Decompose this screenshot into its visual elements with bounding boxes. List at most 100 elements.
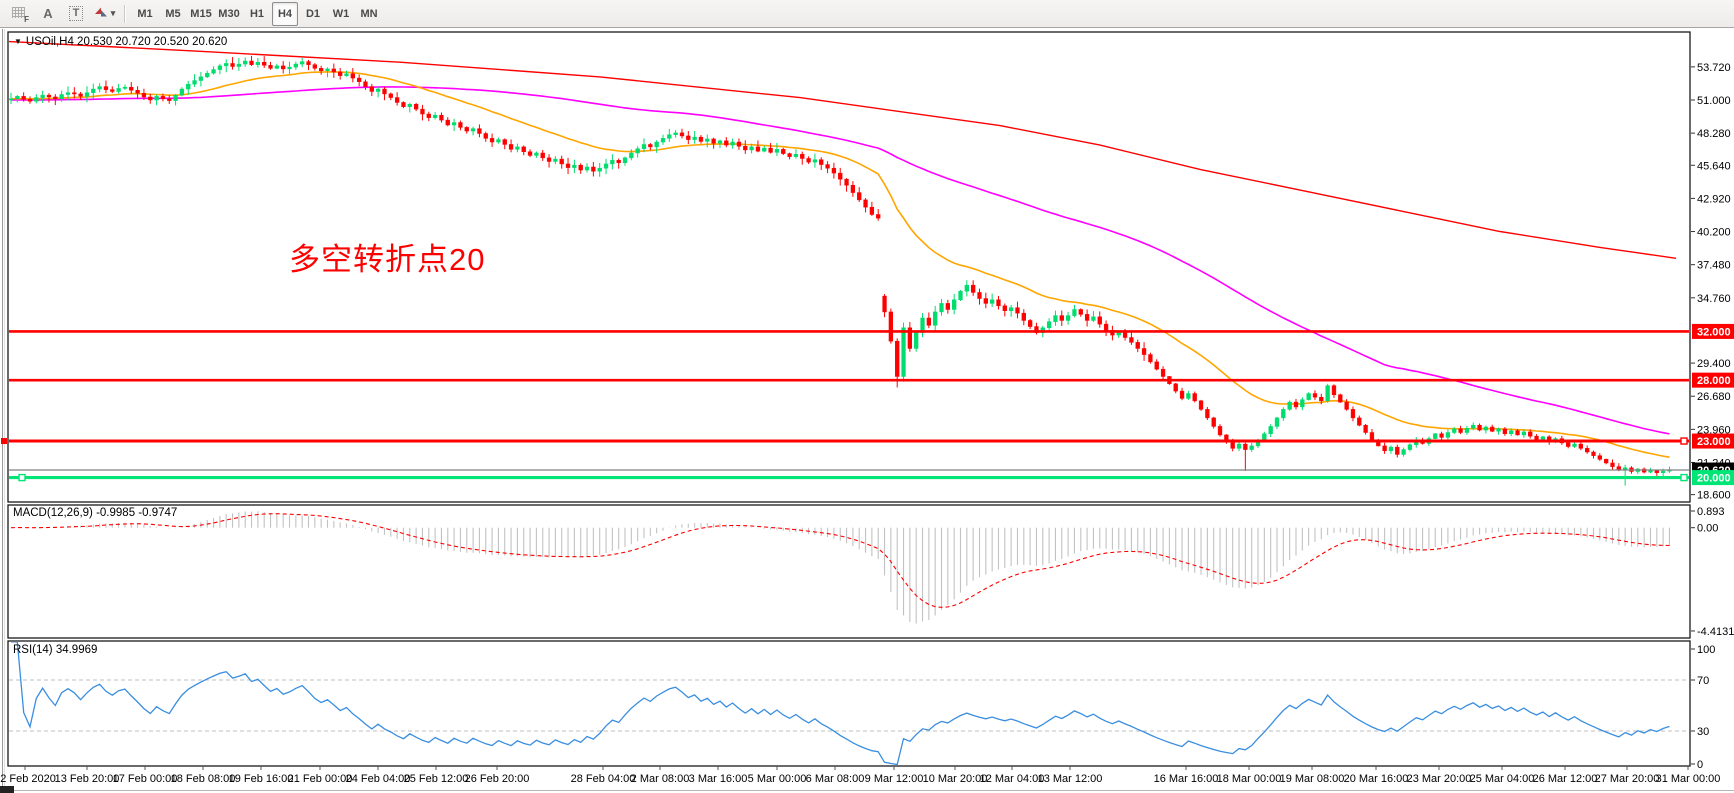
line-handle[interactable]: [18, 473, 26, 482]
svg-text:13 Mar 12:00: 13 Mar 12:00: [1038, 773, 1103, 785]
svg-text:100: 100: [1697, 644, 1715, 656]
svg-text:6 Mar 08:00: 6 Mar 08:00: [806, 773, 865, 785]
text-box-icon: T: [68, 6, 84, 21]
price-badge: [1692, 433, 1734, 449]
timeframe-button-m30[interactable]: M30: [218, 7, 240, 20]
svg-text:45.640: 45.640: [1697, 160, 1731, 172]
macd-indicator-label: MACD(12,26,9) -0.9985 -0.9747: [13, 507, 178, 519]
svg-text:19 Mar 08:00: 19 Mar 08:00: [1280, 773, 1345, 785]
svg-text:20 Mar 16:00: 20 Mar 16:00: [1344, 773, 1409, 785]
svg-text:26 Mar 12:00: 26 Mar 12:00: [1533, 773, 1598, 785]
text-label-icon: A: [43, 6, 53, 21]
svg-text:10 Mar 20:00: 10 Mar 20:00: [923, 773, 988, 785]
fibonacci-tool-button[interactable]: F: [7, 2, 33, 26]
svg-text:24 Feb 04:00: 24 Feb 04:00: [346, 773, 411, 785]
rsi-indicator-label: RSI(14) 34.9969: [13, 644, 98, 656]
svg-text:16 Mar 16:00: 16 Mar 16:00: [1154, 773, 1219, 785]
svg-text:18 Mar 00:00: 18 Mar 00:00: [1217, 773, 1282, 785]
svg-text:26.680: 26.680: [1697, 391, 1731, 403]
fibonacci-icon: F: [11, 6, 29, 24]
timeframe-button-m5[interactable]: M5: [165, 7, 181, 20]
svg-text:48.280: 48.280: [1697, 128, 1731, 140]
rsi-panel: [7, 640, 1691, 767]
ma-slow-line: [10, 86, 1670, 435]
symbol-title[interactable]: ▼ USOil,H4 20.530 20.720 20.520 20.620: [14, 36, 227, 48]
svg-text:53.720: 53.720: [1697, 62, 1731, 74]
chevron-down-icon[interactable]: ▾: [110, 8, 116, 18]
svg-text:32.000: 32.000: [1697, 326, 1731, 338]
symbol-title-text: USOil,H4 20.530 20.720 20.520 20.620: [25, 36, 228, 48]
ma-long-line: [9, 40, 1677, 259]
rsi-content: [9, 642, 1689, 765]
svg-text:31 Mar 00:00: 31 Mar 00:00: [1656, 773, 1721, 785]
line-handle[interactable]: [1, 438, 7, 445]
svg-text:37.480: 37.480: [1697, 260, 1731, 272]
svg-text:13 Feb 20:00: 13 Feb 20:00: [55, 773, 120, 785]
price-badge: [1692, 372, 1734, 388]
macd-panel: [7, 504, 1691, 639]
svg-text:25 Mar 04:00: 25 Mar 04:00: [1470, 773, 1535, 785]
svg-text:0.893: 0.893: [1697, 506, 1725, 518]
line-handle[interactable]: [1680, 437, 1688, 445]
price-badge: [1692, 470, 1734, 486]
svg-text:5 Mar 00:00: 5 Mar 00:00: [748, 773, 807, 785]
main-chart-content: [9, 40, 1677, 486]
timeframe-button-d1[interactable]: D1: [305, 7, 321, 20]
svg-text:29.400: 29.400: [1697, 358, 1731, 370]
svg-text:-4.4131: -4.4131: [1697, 626, 1734, 638]
text-label-button[interactable]: A: [35, 2, 61, 26]
symbol-dropdown-icon[interactable]: ▼: [14, 37, 22, 46]
svg-text:20.000: 20.000: [1697, 473, 1731, 485]
line-handle[interactable]: [1680, 473, 1688, 482]
ma-fast-line: [10, 71, 1670, 458]
toolbar-separator: [124, 4, 125, 23]
svg-text:30: 30: [1697, 726, 1709, 738]
svg-text:25 Feb 12:00: 25 Feb 12:00: [404, 773, 469, 785]
timeframe-button-m15[interactable]: M15: [190, 7, 212, 20]
svg-text:42.920: 42.920: [1697, 193, 1731, 205]
timeframe-button-h4[interactable]: H4: [272, 1, 298, 26]
svg-text:3 Mar 16:00: 3 Mar 16:00: [689, 773, 748, 785]
svg-text:17 Feb 00:00: 17 Feb 00:00: [113, 773, 178, 785]
svg-text:0.00: 0.00: [1697, 523, 1718, 535]
svg-text:18.600: 18.600: [1697, 490, 1731, 502]
price-badge: [1692, 323, 1734, 339]
svg-text:2 Mar 08:00: 2 Mar 08:00: [631, 773, 690, 785]
rsi-line: [11, 642, 1670, 765]
svg-text:0: 0: [1697, 759, 1703, 771]
text-box-button[interactable]: T: [63, 2, 89, 26]
svg-text:21 Feb 00:00: 21 Feb 00:00: [288, 773, 353, 785]
svg-text:34.760: 34.760: [1697, 293, 1731, 305]
svg-text:51.000: 51.000: [1697, 95, 1731, 107]
svg-text:12 Mar 04:00: 12 Mar 04:00: [980, 773, 1045, 785]
candlestick-series: [9, 55, 1672, 486]
price-axis[interactable]: 53.720 51.000 48.280 45.640 42.920 40.200 37.4…: [1691, 62, 1734, 771]
svg-text:18 Feb 08:00: 18 Feb 08:00: [171, 773, 236, 785]
arrows-tool-button[interactable]: ▾: [91, 2, 117, 26]
svg-text:40.200: 40.200: [1697, 227, 1731, 239]
timeframe-button-h1[interactable]: H1: [249, 7, 265, 20]
timeframe-button-w1[interactable]: W1: [332, 7, 350, 20]
svg-text:26 Feb 20:00: 26 Feb 20:00: [465, 773, 530, 785]
svg-text:28.000: 28.000: [1697, 375, 1731, 387]
macd-content: [10, 511, 1671, 624]
chart-annotation-text[interactable]: 多空转折点20: [289, 242, 486, 277]
svg-text:23.000: 23.000: [1697, 436, 1731, 448]
scrollbar-corner[interactable]: [0, 786, 14, 793]
svg-text:27 Mar 20:00: 27 Mar 20:00: [1595, 773, 1660, 785]
arrows-icon: [93, 5, 109, 22]
timeframe-button-m1[interactable]: M1: [137, 7, 153, 20]
svg-text:19 Feb 16:00: 19 Feb 16:00: [229, 773, 294, 785]
svg-text:28 Feb 04:00: 28 Feb 04:00: [571, 773, 636, 785]
timeframe-button-mn[interactable]: MN: [360, 7, 378, 20]
timeframe-group: M1 M5 M15 M30 H1 H4 D1 W1 MN: [131, 1, 383, 26]
svg-text:12 Feb 2020: 12 Feb 2020: [0, 773, 56, 785]
svg-text:70: 70: [1697, 675, 1709, 687]
svg-text:23.960: 23.960: [1697, 424, 1731, 436]
svg-text:23 Mar 20:00: 23 Mar 20:00: [1407, 773, 1472, 785]
main-chart-panel: [7, 31, 1691, 503]
svg-text:9 Mar 12:00: 9 Mar 12:00: [865, 773, 924, 785]
